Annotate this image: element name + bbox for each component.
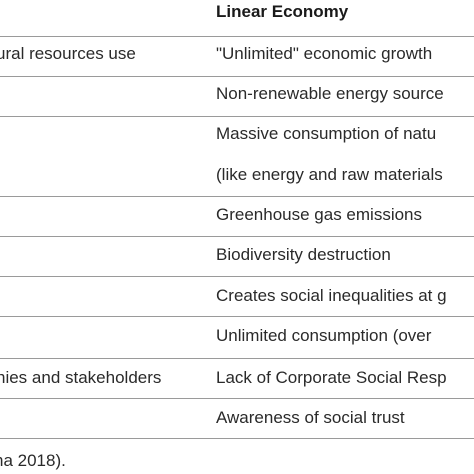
row-divider — [0, 76, 474, 77]
row-value: Massive consumption of natu — [216, 124, 437, 143]
row-divider — [0, 116, 474, 117]
column-header-linear-economy: Linear Economy — [216, 2, 349, 21]
row-value: "Unlimited" economic growth — [216, 44, 433, 63]
row-divider — [0, 316, 474, 317]
row-divider — [0, 276, 474, 277]
row-value: Non-renewable energy source — [216, 84, 444, 103]
source-citation: na 2018). — [0, 451, 66, 470]
row-value: Awareness of social trust — [216, 408, 405, 427]
row-divider — [0, 236, 474, 237]
row-label: ural resources use — [0, 44, 136, 63]
row-value: Greenhouse gas emissions — [216, 205, 423, 224]
row-value: Lack of Corporate Social Resp — [216, 368, 447, 387]
row-value: Unlimited consumption (over — [216, 326, 432, 345]
row-label: nies and stakeholders — [0, 368, 162, 387]
row-value: Creates social inequalities at g — [216, 286, 447, 305]
row-divider — [0, 196, 474, 197]
row-value-continued: (like energy and raw materials — [216, 165, 443, 184]
header-divider — [0, 36, 474, 37]
row-divider — [0, 398, 474, 399]
table-bottom-rule — [0, 438, 474, 439]
row-divider — [0, 358, 474, 359]
row-value: Biodiversity destruction — [216, 245, 391, 264]
table-header-row: Linear Economy — [0, 0, 474, 36]
